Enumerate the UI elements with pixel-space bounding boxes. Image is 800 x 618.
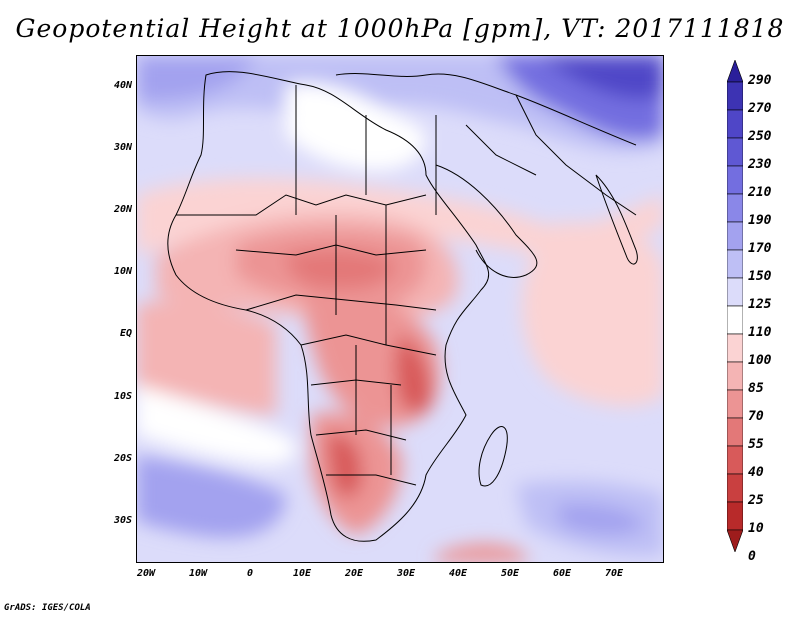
map-border [136,55,664,563]
x-tick-label: 70E [604,568,624,579]
colorbar-label: 230 [748,157,772,172]
colorbar-segment [727,249,743,279]
x-tick-label: 40E [448,568,468,579]
colorbar-label: 250 [748,129,772,144]
software-credit: GrADS: IGES/COLA [4,603,91,613]
colorbar-top-arrow [727,60,743,83]
colorbar-segment [727,193,743,223]
x-tick-label: 60E [552,568,572,579]
height-field-shading [136,55,664,563]
colorbar-label: 10 [748,521,764,536]
colorbar-label: 25 [748,493,764,508]
colorbar-label: 40 [748,465,764,480]
y-tick-label: 20N [113,204,132,215]
y-tick-label: 20S [113,453,132,464]
colorbar-label: 70 [748,409,764,424]
x-tick-label: 20E [344,568,364,579]
colorbar-segment [727,305,743,335]
x-tick-label: 10W [188,568,208,579]
colorbar-label: 110 [748,325,772,340]
colorbar-label: 100 [748,353,772,368]
colorbar-segment [727,389,743,419]
colorbar-segment [727,221,743,251]
colorbar-segment [727,501,743,531]
geopotential-map [136,55,664,563]
colorbar-label: 190 [748,213,772,228]
colorbar-segment [727,333,743,363]
map-title: Geopotential Height at 1000hPa [gpm], VT… [15,14,785,43]
colorbar-label: 290 [748,73,772,88]
colorbar-bottom-arrow [727,529,743,552]
x-tick-label: 20W [136,568,156,579]
y-tick-label: 30N [113,142,132,153]
colorbar-segment [727,165,743,195]
colorbar-label: 0 [748,549,756,564]
x-tick-label: 30E [396,568,416,579]
colorbar-segment [727,445,743,475]
y-tick-label: 10S [113,391,132,402]
colorbar-segment [727,361,743,391]
country-borders [167,71,638,542]
colorbar [727,60,743,552]
x-tick-label: 50E [500,568,520,579]
colorbar-segment [727,81,743,111]
colorbar-label: 270 [748,101,772,116]
colorbar-label: 170 [748,241,772,256]
colorbar-label: 55 [748,437,764,452]
y-tick-label: 30S [113,515,132,526]
colorbar-label: 150 [748,269,772,284]
colorbar-label: 125 [748,297,772,312]
colorbar-label: 85 [748,381,764,396]
y-tick-label: 10N [113,266,132,277]
y-tick-label: EQ [119,328,132,339]
y-tick-label: 40N [113,80,132,91]
colorbar-segment [727,473,743,503]
colorbar-segment [727,277,743,307]
x-tick-label: 0 [246,568,254,579]
map-plot-area [136,55,664,563]
colorbar-segment [727,417,743,447]
x-tick-label: 10E [292,568,312,579]
colorbar-segment [727,137,743,167]
colorbar-label: 210 [748,185,772,200]
colorbar-segment [727,109,743,139]
